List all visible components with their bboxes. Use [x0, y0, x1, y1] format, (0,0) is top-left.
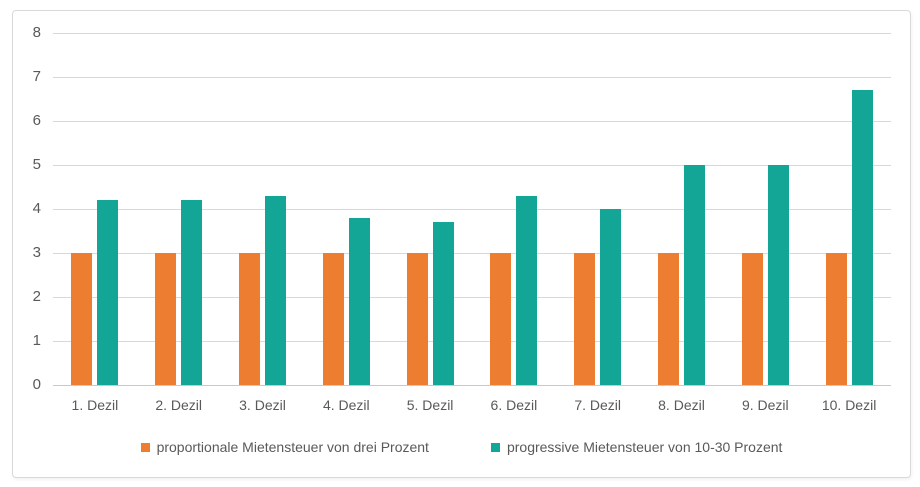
bar-series2-8	[684, 165, 705, 385]
bar-series1-9	[741, 253, 763, 385]
plot-area: 0 1 2 3 4 5 6 7 8	[33, 24, 891, 393]
y-tick-label: 5	[32, 156, 41, 173]
category-label: 2. Dezil	[155, 397, 203, 413]
bar-series2-5	[432, 222, 454, 385]
bar-series1-2	[155, 253, 177, 385]
legend-marker-icon	[140, 442, 150, 452]
bar-series2-9	[767, 165, 789, 385]
chart-frame: 0 1 2 3 4 5 6 7 8 1. Dezil 2. Dezil 3. Dezil 4. Dez…	[12, 10, 911, 478]
category-label: 7. Dezil	[574, 397, 622, 413]
legend-marker-icon	[490, 442, 500, 452]
legend-label: proportionale Mietensteuer von drei Proz…	[156, 439, 429, 455]
category-label: 3. Dezil	[239, 397, 286, 413]
x-axis-labels: 1. Dezil 2. Dezil 3. Dezil 4. Dezil 5. Dezil…	[53, 397, 891, 417]
bar-series1-8	[658, 253, 679, 385]
bar-series2-6	[516, 195, 538, 385]
legend-item-series1: proportionale Mietensteuer von drei Proz…	[140, 439, 429, 455]
x-axis-line	[53, 384, 891, 386]
category-label: 1. Dezil	[71, 397, 119, 413]
bar-series1-7	[574, 253, 596, 385]
gridline	[53, 76, 891, 78]
category-label: 9. Dezil	[741, 397, 789, 413]
category-label: 8. Dezil	[658, 397, 705, 413]
y-tick-label: 3	[32, 244, 41, 261]
bar-series1-3	[239, 253, 260, 385]
bar-series1-6	[490, 253, 512, 385]
bar-series2-4	[348, 217, 370, 385]
gridline	[53, 340, 891, 342]
bar-series2-10	[851, 90, 873, 385]
y-tick-label: 7	[32, 68, 41, 85]
legend-label: progressive Mietensteuer von 10-30 Proze…	[506, 439, 783, 455]
bar-series2-1	[97, 200, 119, 385]
bar-series1-5	[406, 253, 428, 385]
gridline	[53, 296, 891, 298]
y-tick-label: 0	[32, 376, 41, 393]
legend: proportionale Mietensteuer von drei Proz…	[13, 439, 910, 455]
category-label: 4. Dezil	[322, 397, 370, 413]
gridline	[53, 120, 891, 122]
y-tick-label: 4	[32, 200, 41, 217]
bar-series1-10	[825, 253, 847, 385]
bar-series2-2	[181, 200, 203, 385]
y-tick-label: 8	[32, 24, 41, 41]
y-tick-label: 1	[32, 332, 41, 349]
gridline	[53, 252, 891, 254]
y-tick-label: 2	[32, 288, 41, 305]
gridline	[53, 164, 891, 166]
category-label: 6. Dezil	[490, 397, 538, 413]
bar-series1-1	[71, 253, 93, 385]
gridline	[53, 208, 891, 210]
bar-series1-4	[322, 253, 344, 385]
gridline	[53, 32, 891, 34]
bar-series2-3	[265, 195, 286, 385]
category-label: 10. Dezil	[821, 397, 877, 413]
category-label: 5. Dezil	[406, 397, 454, 413]
legend-item-series2: progressive Mietensteuer von 10-30 Proze…	[490, 439, 783, 455]
y-tick-label: 6	[32, 112, 41, 129]
bar-series2-7	[600, 209, 622, 385]
